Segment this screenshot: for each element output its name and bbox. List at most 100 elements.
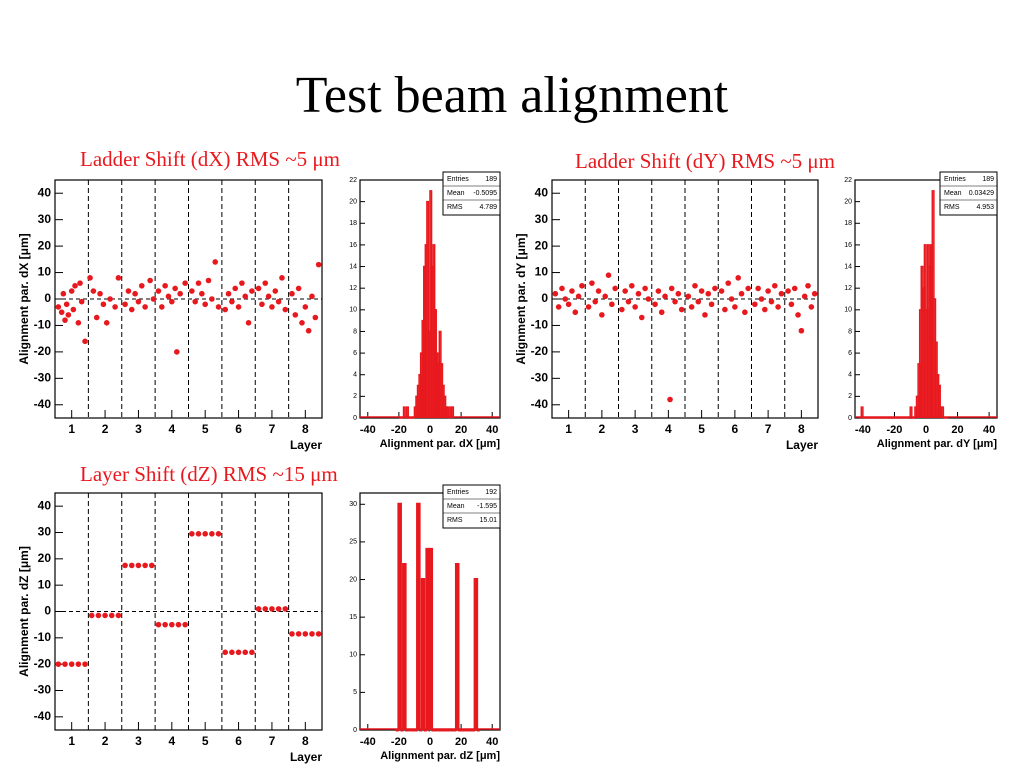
point xyxy=(265,293,272,300)
point xyxy=(599,312,605,318)
x-tick-label: 3 xyxy=(135,734,142,748)
point xyxy=(115,612,122,619)
point xyxy=(55,304,62,310)
histogram-bin xyxy=(860,406,864,418)
point xyxy=(572,309,579,316)
point xyxy=(605,272,612,279)
x-tick-label: 20 xyxy=(951,424,963,436)
point xyxy=(309,631,315,637)
point xyxy=(645,296,652,302)
point xyxy=(552,290,559,297)
y-tick-label: 30 xyxy=(349,501,357,508)
point xyxy=(112,304,118,310)
point xyxy=(174,349,180,355)
point xyxy=(70,306,77,313)
point xyxy=(755,285,761,292)
y-tick-label: -40 xyxy=(34,709,52,723)
x-tick-label: 8 xyxy=(798,422,805,436)
point xyxy=(305,327,312,334)
point xyxy=(142,562,148,569)
point xyxy=(242,293,249,300)
point xyxy=(132,290,138,297)
stats-box xyxy=(939,171,998,216)
point xyxy=(75,320,82,326)
point xyxy=(195,280,202,286)
y-tick-label: 18 xyxy=(349,220,357,227)
y-tick-label: 8 xyxy=(353,328,357,335)
point xyxy=(107,296,113,302)
point xyxy=(209,296,215,302)
point xyxy=(768,298,775,305)
stats-label: Entries xyxy=(944,176,966,183)
point xyxy=(222,306,229,313)
point xyxy=(150,296,157,302)
point xyxy=(175,621,182,628)
point xyxy=(688,304,695,310)
point xyxy=(275,298,282,305)
y-tick-label: 2 xyxy=(353,393,357,400)
y-tick-label: 20 xyxy=(535,238,549,252)
chart-subtitle: Ladder Shift (dX) RMS ~5 μm xyxy=(80,147,340,171)
point xyxy=(569,288,575,294)
point xyxy=(718,288,725,294)
x-tick-label: 5 xyxy=(202,734,209,748)
point xyxy=(155,288,162,294)
point xyxy=(169,298,175,305)
point xyxy=(565,301,572,308)
histogram-bin xyxy=(420,578,426,730)
x-tick-label: 40 xyxy=(486,424,498,436)
x-tick-label: 0 xyxy=(427,424,433,436)
point xyxy=(155,621,162,628)
y-tick-label: 40 xyxy=(38,498,52,512)
point xyxy=(262,606,269,612)
point xyxy=(752,301,758,308)
point xyxy=(87,275,93,281)
point xyxy=(78,298,85,305)
chart-subtitle: Ladder Shift (dY) RMS ~5 μm xyxy=(575,149,835,173)
point xyxy=(555,304,562,310)
point xyxy=(289,290,295,297)
x-tick-label: 2 xyxy=(599,422,606,436)
point xyxy=(182,280,188,286)
point xyxy=(282,606,289,612)
point xyxy=(115,275,122,281)
point xyxy=(212,259,218,265)
y-tick-label: 4 xyxy=(848,372,852,379)
point xyxy=(675,290,682,297)
stats-value: 4.789 xyxy=(479,204,497,211)
x-tick-label: 4 xyxy=(665,422,672,436)
point xyxy=(147,277,153,284)
point xyxy=(255,285,262,292)
histogram-bin xyxy=(909,406,913,418)
x-tick-label: 3 xyxy=(135,422,142,436)
y-tick-label: 20 xyxy=(349,198,357,205)
point xyxy=(612,285,618,292)
point xyxy=(282,306,289,313)
point xyxy=(295,631,302,637)
x-tick-label: 6 xyxy=(235,422,242,436)
histogram-bin xyxy=(454,562,460,730)
slide-title: Test beam alignment xyxy=(296,67,729,124)
y-tick-label: 10 xyxy=(349,307,357,314)
point xyxy=(559,285,565,292)
point xyxy=(732,304,738,310)
y-tick-label: 22 xyxy=(349,177,357,184)
histogram-bin xyxy=(446,406,450,418)
point xyxy=(745,285,751,292)
point xyxy=(135,298,142,305)
point xyxy=(269,606,275,612)
point xyxy=(225,290,232,297)
point xyxy=(315,631,322,637)
stats-label: RMS xyxy=(447,204,463,211)
point xyxy=(229,298,235,305)
point xyxy=(725,280,732,286)
y-tick-label: 12 xyxy=(844,285,852,292)
point xyxy=(279,275,285,281)
y-tick-label: 30 xyxy=(535,212,549,226)
point xyxy=(162,282,168,289)
histogram-bin xyxy=(473,578,479,730)
point xyxy=(128,562,135,569)
point xyxy=(602,293,608,300)
x-tick-label: 40 xyxy=(486,736,498,748)
y-tick-label: 0 xyxy=(848,415,852,422)
